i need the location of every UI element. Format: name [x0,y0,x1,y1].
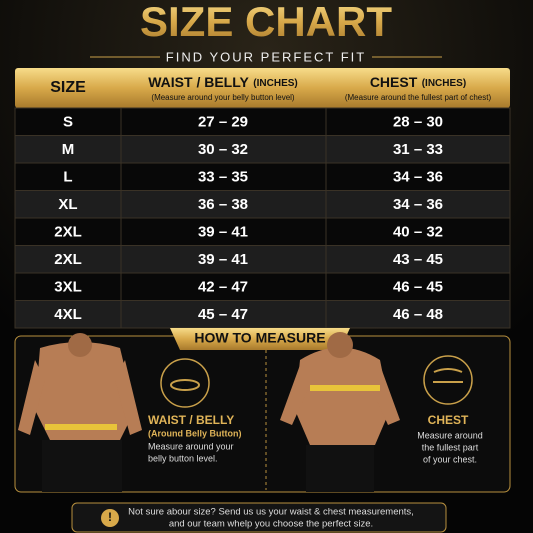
chest-title: CHEST [428,413,469,427]
table-header [15,68,510,108]
chest-instruction: Measure around [417,430,483,440]
header-chest-note: (Measure around the fullest part of ches… [345,93,492,102]
measurement: 28 – 30 [393,114,443,131]
chest-instruction: the fullest part [422,442,479,452]
measurement: 46 – 48 [393,306,443,323]
chest-instruction: of your chest. [423,454,477,464]
waist-instruction: Measure around your [148,441,234,451]
header-chest: CHEST (INCHES) [370,74,466,92]
waist-title: WAIST / BELLY [148,413,234,427]
size-label: 2XL [54,251,82,268]
measurement: 43 – 45 [393,251,443,268]
size-label: S [63,114,73,131]
measurement: 42 – 47 [198,279,248,296]
footer-box [71,502,447,533]
measurement: 36 – 38 [198,196,248,213]
measurement: 45 – 47 [198,306,248,323]
chest-icon-tape [433,368,463,383]
measurement: 39 – 41 [198,224,248,241]
header-waist-unit: (INCHES) [253,78,297,89]
header-chest-unit: (INCHES) [422,78,466,89]
measurement: 39 – 41 [198,251,248,268]
header-waist-note: (Measure around your belly button level) [151,93,295,102]
header-chest-title: CHEST [370,74,418,90]
footer-text: and our team whelp you choose the perfec… [169,519,373,530]
size-label: L [63,169,72,186]
warning-icon-mark: ! [108,510,112,524]
table-row [14,272,511,301]
measurement: 34 – 36 [393,196,443,213]
measure-title: HOW TO MEASURE [194,330,325,346]
measure-tab [170,328,350,350]
warning-icon [101,509,119,527]
measurement: 30 – 32 [198,141,248,158]
header-waist: WAIST / BELLY (INCHES) [148,74,298,92]
table-row [14,300,511,329]
table-row [14,245,511,274]
table-row [14,217,511,246]
footer-text: Not sure abour size? Send us us your wai… [128,507,414,518]
size-label: M [62,141,75,158]
title: SIZE CHART [140,0,392,45]
measurement: 34 – 36 [393,169,443,186]
table-row [14,162,511,191]
measurement: 31 – 33 [393,141,443,158]
table-row [14,107,511,136]
waist-icon [160,358,210,408]
header-size: SIZE [50,79,86,96]
measurement: 40 – 32 [393,224,443,241]
chest-photo [280,332,400,492]
waist-instruction: belly button level. [148,453,218,463]
table-row [14,135,511,164]
subtitle: FIND YOUR PERFECT FIT [166,49,366,64]
table-row [14,190,511,219]
measurement: 33 – 35 [198,169,248,186]
measurement: 46 – 45 [393,279,443,296]
size-label: XL [58,196,77,213]
size-table: SIZE WAIST / BELLY (INCHES) (Measure aro… [14,68,511,329]
header-waist-title: WAIST / BELLY [148,74,249,90]
size-label: 3XL [54,279,82,296]
measurement: 27 – 29 [198,114,248,131]
size-label: 4XL [54,306,82,323]
waist-icon-tape [170,379,200,391]
size-label: 2XL [54,224,82,241]
chest-icon [423,355,473,405]
waist-photo [18,333,142,492]
waist-subtitle: (Around Belly Button) [148,428,242,438]
